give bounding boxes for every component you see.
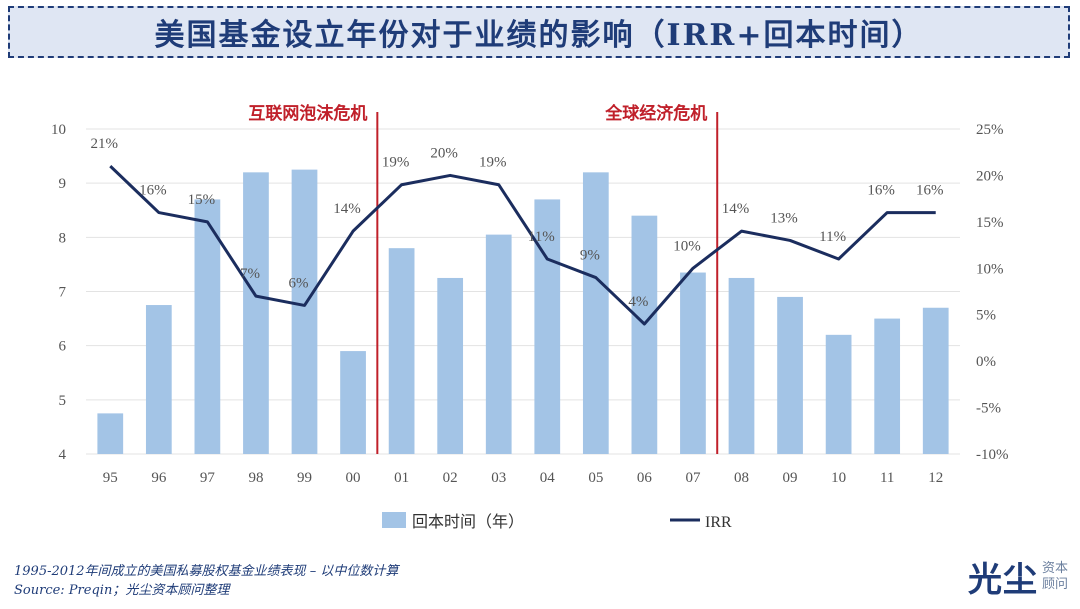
category-label: 09	[783, 470, 798, 486]
bar-payback-95	[97, 413, 124, 454]
category-label: 01	[394, 470, 409, 486]
irr-data-label: 11%	[819, 229, 846, 245]
logo-sub-line2: 顾问	[1041, 576, 1068, 592]
irr-data-label: 4%	[628, 294, 648, 310]
right-axis-tick-label: 0%	[976, 354, 996, 370]
category-label: 08	[734, 470, 749, 486]
brand-logo: 光尘 资本 顾问	[968, 552, 1068, 601]
irr-data-label: 16%	[916, 183, 944, 199]
bar-payback-04	[534, 199, 561, 454]
category-label: 04	[540, 470, 556, 486]
category-label: 97	[200, 470, 216, 486]
irr-data-label: 9%	[580, 248, 600, 264]
category-label: 05	[588, 470, 603, 486]
irr-data-label: 11%	[528, 229, 555, 245]
category-label: 96	[151, 470, 167, 486]
bar-payback-01	[388, 248, 415, 454]
right-axis-tick-label: 25%	[976, 122, 1004, 138]
bar-payback-99	[291, 169, 318, 454]
category-label: 99	[297, 470, 312, 486]
category-label: 98	[248, 470, 263, 486]
logo-main-text: 光尘	[967, 560, 1038, 600]
bar-payback-06	[631, 215, 658, 454]
crisis-label: 互联网泡沫危机	[248, 103, 367, 124]
irr-data-label: 6%	[289, 275, 309, 291]
bar-payback-98	[243, 172, 269, 455]
legend-line-label: IRR	[705, 514, 732, 531]
left-axis-tick-label: 8	[59, 230, 67, 246]
right-axis-tick-label: 5%	[976, 308, 996, 324]
category-label: 11	[880, 470, 894, 486]
left-axis-tick-label: 6	[59, 339, 67, 355]
category-label: 07	[685, 470, 701, 486]
category-label: 03	[491, 470, 506, 486]
bar-payback-07	[680, 272, 706, 454]
category-label: 10	[831, 470, 846, 486]
bar-payback-05	[582, 172, 609, 455]
category-label: 02	[443, 470, 458, 486]
bar-payback-11	[874, 318, 901, 454]
logo-sub-text: 资本 顾问	[1042, 561, 1068, 593]
right-axis-tick-label: -5%	[976, 401, 1001, 417]
irr-data-label: 21%	[91, 136, 119, 152]
legend-bar-label: 回本时间（年）	[412, 512, 524, 531]
category-label: 06	[637, 470, 653, 486]
crisis-label: 全球经济危机	[604, 103, 707, 124]
bar-payback-09	[777, 296, 803, 454]
left-axis-tick-label: 4	[59, 447, 67, 463]
right-axis-tick-label: -10%	[976, 447, 1009, 463]
bar-payback-03	[485, 234, 512, 454]
left-axis-tick-label: 5	[59, 393, 67, 409]
category-label: 95	[103, 470, 118, 486]
irr-data-label: 7%	[240, 266, 260, 282]
bar-payback-97	[194, 199, 221, 454]
irr-data-label: 14%	[333, 201, 361, 217]
left-axis-tick-label: 7	[59, 285, 67, 301]
irr-data-label: 19%	[479, 155, 507, 171]
left-axis-tick-label: 9	[59, 176, 67, 192]
bar-payback-10	[825, 334, 852, 454]
bar-payback-02	[437, 277, 464, 454]
irr-data-label: 16%	[867, 183, 895, 199]
left-axis-tick-label: 10	[51, 122, 66, 138]
irr-data-label: 10%	[673, 238, 701, 254]
right-axis-tick-label: 10%	[976, 261, 1004, 277]
bar-payback-96	[145, 305, 172, 454]
page-title: 美国基金设立年份对于业绩的影响（IRR+回本时间）	[154, 18, 924, 53]
category-label: 12	[928, 470, 943, 486]
logo-sub-line1: 资本	[1041, 560, 1068, 576]
title-banner: 美国基金设立年份对于业绩的影响（IRR+回本时间）	[8, 6, 1070, 58]
category-label: 00	[346, 470, 361, 486]
irr-data-label: 16%	[139, 183, 167, 199]
irr-data-label: 20%	[430, 145, 458, 161]
right-axis-tick-label: 15%	[976, 215, 1004, 231]
right-axis-tick-label: 20%	[976, 168, 1004, 184]
irr-data-label: 13%	[770, 210, 798, 226]
legend-bar-swatch	[382, 512, 406, 528]
bar-payback-00	[340, 351, 366, 454]
irr-line	[109, 165, 936, 326]
irr-data-label: 15%	[188, 192, 216, 208]
bar-payback-12	[922, 307, 949, 454]
irr-data-label: 14%	[722, 201, 750, 217]
footnote-description: 1995-2012年间成立的美国私募股权基金业绩表现 – 以中位数计算	[14, 564, 399, 579]
footnote-source: Source: Preqin；光尘资本顾问整理	[14, 583, 230, 598]
irr-data-label: 19%	[382, 155, 410, 171]
bar-payback-08	[728, 277, 755, 454]
